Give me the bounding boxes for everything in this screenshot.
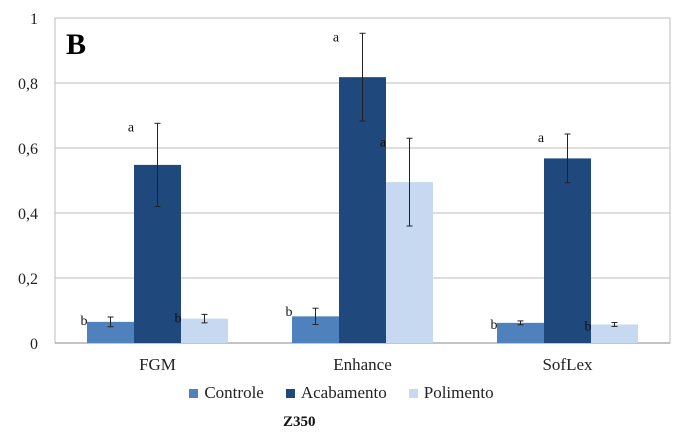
significance-letter: b <box>585 320 592 335</box>
legend-label: Acabamento <box>300 383 387 402</box>
significance-letter: b <box>81 314 88 329</box>
legend-item: Polimento <box>408 382 494 404</box>
x-tick-label: SofLex <box>542 355 593 374</box>
significance-letter: a <box>128 120 135 135</box>
legend-swatch <box>189 388 199 398</box>
error-bar <box>406 137 413 227</box>
significance-letter: a <box>333 30 340 45</box>
significance-letter: a <box>538 131 545 146</box>
chart-footer-label: Z350 <box>283 414 316 430</box>
y-axis: 0 0,2 0,4 0,6 0,8 1 <box>18 11 38 353</box>
error-bar <box>517 320 524 326</box>
legend-label: Polimento <box>423 383 494 402</box>
error-bar <box>359 32 366 122</box>
significance-letter: b <box>286 305 293 320</box>
error-bars <box>107 32 618 328</box>
significance-letter: b <box>491 318 498 333</box>
y-tick-label: 0,6 <box>18 141 38 158</box>
x-tick-label: FGM <box>139 355 176 374</box>
bar <box>544 158 591 343</box>
error-bar <box>201 313 208 324</box>
y-tick-label: 0,8 <box>18 76 38 93</box>
y-tick-label: 0,4 <box>18 206 38 223</box>
significance-letters: b a b b a a b a b <box>81 30 592 334</box>
legend-label: Controle <box>204 383 264 402</box>
significance-letter: b <box>175 311 182 326</box>
legend-item: Acabamento <box>285 382 387 404</box>
x-axis: FGM Enhance SofLex <box>55 342 670 374</box>
error-bar <box>312 307 319 325</box>
legend-item: Controle <box>189 382 264 404</box>
bar <box>591 324 638 343</box>
y-tick-label: 0 <box>30 336 38 353</box>
error-bar <box>107 316 114 328</box>
y-tick-label: 1 <box>30 11 38 28</box>
x-tick-label: Enhance <box>333 355 392 374</box>
legend-swatch <box>285 388 295 398</box>
error-bar <box>611 322 618 327</box>
bar <box>497 322 544 343</box>
significance-letter: a <box>380 135 387 150</box>
chart: B 0 0,2 0,4 0,6 0,8 1 FGM Enhance SofLex b a b b a a… <box>18 11 671 374</box>
panel-label: B <box>66 28 86 61</box>
error-bar <box>564 133 571 184</box>
y-tick-label: 0,2 <box>18 271 38 288</box>
bar <box>87 321 134 343</box>
legend: Controle Acabamento Polimento <box>0 382 683 404</box>
error-bar <box>154 122 161 207</box>
legend-swatch <box>408 388 418 398</box>
